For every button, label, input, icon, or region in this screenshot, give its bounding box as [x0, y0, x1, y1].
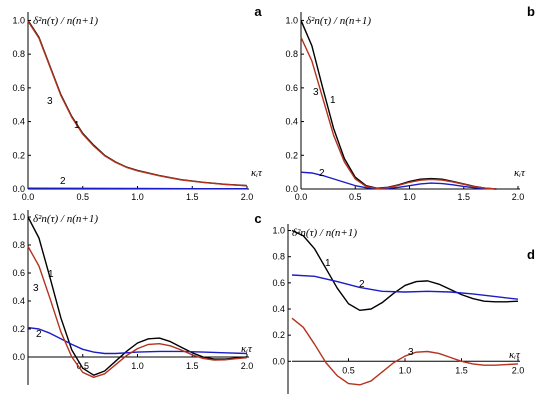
x-axis-label: κᵢτ — [514, 167, 526, 179]
y-tick-label: 0.4 — [12, 296, 25, 306]
y-tick-label: 0.8 — [12, 49, 25, 59]
y-tick-label: 0.0 — [12, 352, 25, 362]
x-tick-label: 1.5 — [186, 361, 199, 371]
y-tick-label: 1.0 — [12, 15, 25, 25]
y-tick-label: 1.0 — [12, 212, 25, 222]
panel-letter: b — [527, 4, 535, 19]
series-line-2 — [300, 171, 497, 190]
x-axis-label: κᵢτ — [509, 349, 521, 361]
x-tick-label: 1.5 — [457, 192, 470, 202]
curve-label-3: 3 — [408, 347, 414, 358]
curve-label-2: 2 — [359, 279, 365, 290]
curve-label-3: 3 — [47, 96, 53, 107]
x-tick-label: 1.5 — [455, 365, 468, 375]
x-tick-label: 2.0 — [241, 192, 254, 202]
y-axis-label: δ²n(τ) / n(n+1) — [33, 15, 98, 27]
curve-label-1: 1 — [325, 258, 331, 269]
x-tick-label: 0.0 — [22, 192, 35, 202]
y-tick-label: 0.0 — [285, 184, 298, 194]
x-tick-label: 0.5 — [76, 192, 89, 202]
series-line-2 — [291, 274, 519, 300]
y-tick-label: 0.4 — [272, 304, 285, 314]
x-tick-label: 0.5 — [76, 361, 89, 371]
curve-label-3: 3 — [313, 87, 319, 98]
y-tick-label: 1.0 — [285, 15, 298, 25]
curve-label-2: 2 — [36, 329, 42, 340]
x-tick-label: 0.0 — [295, 192, 308, 202]
y-tick-label: 0.6 — [12, 83, 25, 93]
series-line-2 — [27, 187, 247, 190]
series-line-3 — [300, 36, 497, 190]
chart-panel-d: 0.0 0.2 0.4 0.6 0.8 1.0 0.5 1.0 1.5 2.0 1 2 3 δ²n(τ) … — [272, 224, 535, 394]
series-line-1 — [27, 216, 248, 376]
x-tick-label: 1.0 — [131, 192, 144, 202]
y-tick-label: 0.4 — [12, 117, 25, 127]
x-tick-label: 1.0 — [399, 365, 412, 375]
y-tick-label: 0.6 — [285, 83, 298, 93]
x-tick-label: 0.5 — [349, 192, 362, 202]
x-tick-label: 0.5 — [342, 365, 355, 375]
y-tick-label: 0.0 — [12, 184, 25, 194]
curve-label-2: 2 — [319, 168, 325, 179]
x-tick-label: 1.0 — [131, 361, 144, 371]
y-tick-label: 0.6 — [12, 268, 25, 278]
panel-letter: d — [527, 247, 535, 262]
y-tick-label: 0.6 — [272, 278, 285, 288]
chart-panel-c: 0.0 0.2 0.4 0.6 0.8 1.0 0.5 1.0 1.5 2.0 1 2 3 δ²n(τ) … — [12, 210, 262, 385]
y-tick-label: 0.8 — [272, 252, 285, 262]
x-tick-label: 1.0 — [403, 192, 416, 202]
y-tick-label: 1.0 — [272, 226, 285, 236]
series-line-1 — [291, 229, 519, 312]
y-tick-label: 0.4 — [285, 117, 298, 127]
y-tick-label: 0.0 — [272, 356, 285, 366]
chart-panel-b: 0.0 0.2 0.4 0.6 0.8 1.0 0.0 0.5 1.0 1.5 2.0 1 2 3 δ²n(… — [285, 4, 535, 202]
series-line-3 — [291, 317, 519, 386]
curve-label-1: 1 — [48, 269, 54, 280]
series-line-3 — [27, 20, 248, 187]
curve-label-1: 1 — [330, 95, 336, 106]
curve-label-3: 3 — [33, 283, 39, 294]
y-tick-label: 0.2 — [12, 150, 25, 160]
x-axis-label: κᵢτ — [251, 167, 263, 179]
x-axis-label: κᵢτ — [241, 343, 253, 355]
x-tick-label: 2.0 — [241, 361, 254, 371]
curve-label-1: 1 — [74, 120, 80, 131]
y-tick-label: 0.8 — [12, 240, 25, 250]
x-tick-label: 1.5 — [186, 192, 199, 202]
y-tick-label: 0.2 — [285, 150, 298, 160]
y-tick-label: 0.2 — [12, 324, 25, 334]
x-tick-label: 2.0 — [512, 365, 525, 375]
panel-letter: a — [254, 4, 262, 19]
curve-label-2: 2 — [60, 176, 66, 187]
series-line-3 — [27, 246, 248, 378]
chart-panel-a: 0.0 0.2 0.4 0.6 0.8 1.0 0.0 0.5 1.0 1.5 2.0 1 2 3 δ²n(… — [12, 4, 263, 202]
series-line-1 — [27, 20, 248, 187]
y-axis-label: δ²n(τ) / n(n+1) — [292, 227, 357, 239]
y-axis-label: δ²n(τ) / n(n+1) — [306, 15, 371, 27]
y-tick-label: 0.8 — [285, 49, 298, 59]
x-tick-label: 2.0 — [512, 192, 525, 202]
y-axis-label: δ²n(τ) / n(n+1) — [33, 213, 98, 225]
series-line-2 — [27, 326, 248, 355]
y-tick-label: 0.2 — [272, 330, 285, 340]
panel-letter: c — [254, 211, 261, 226]
